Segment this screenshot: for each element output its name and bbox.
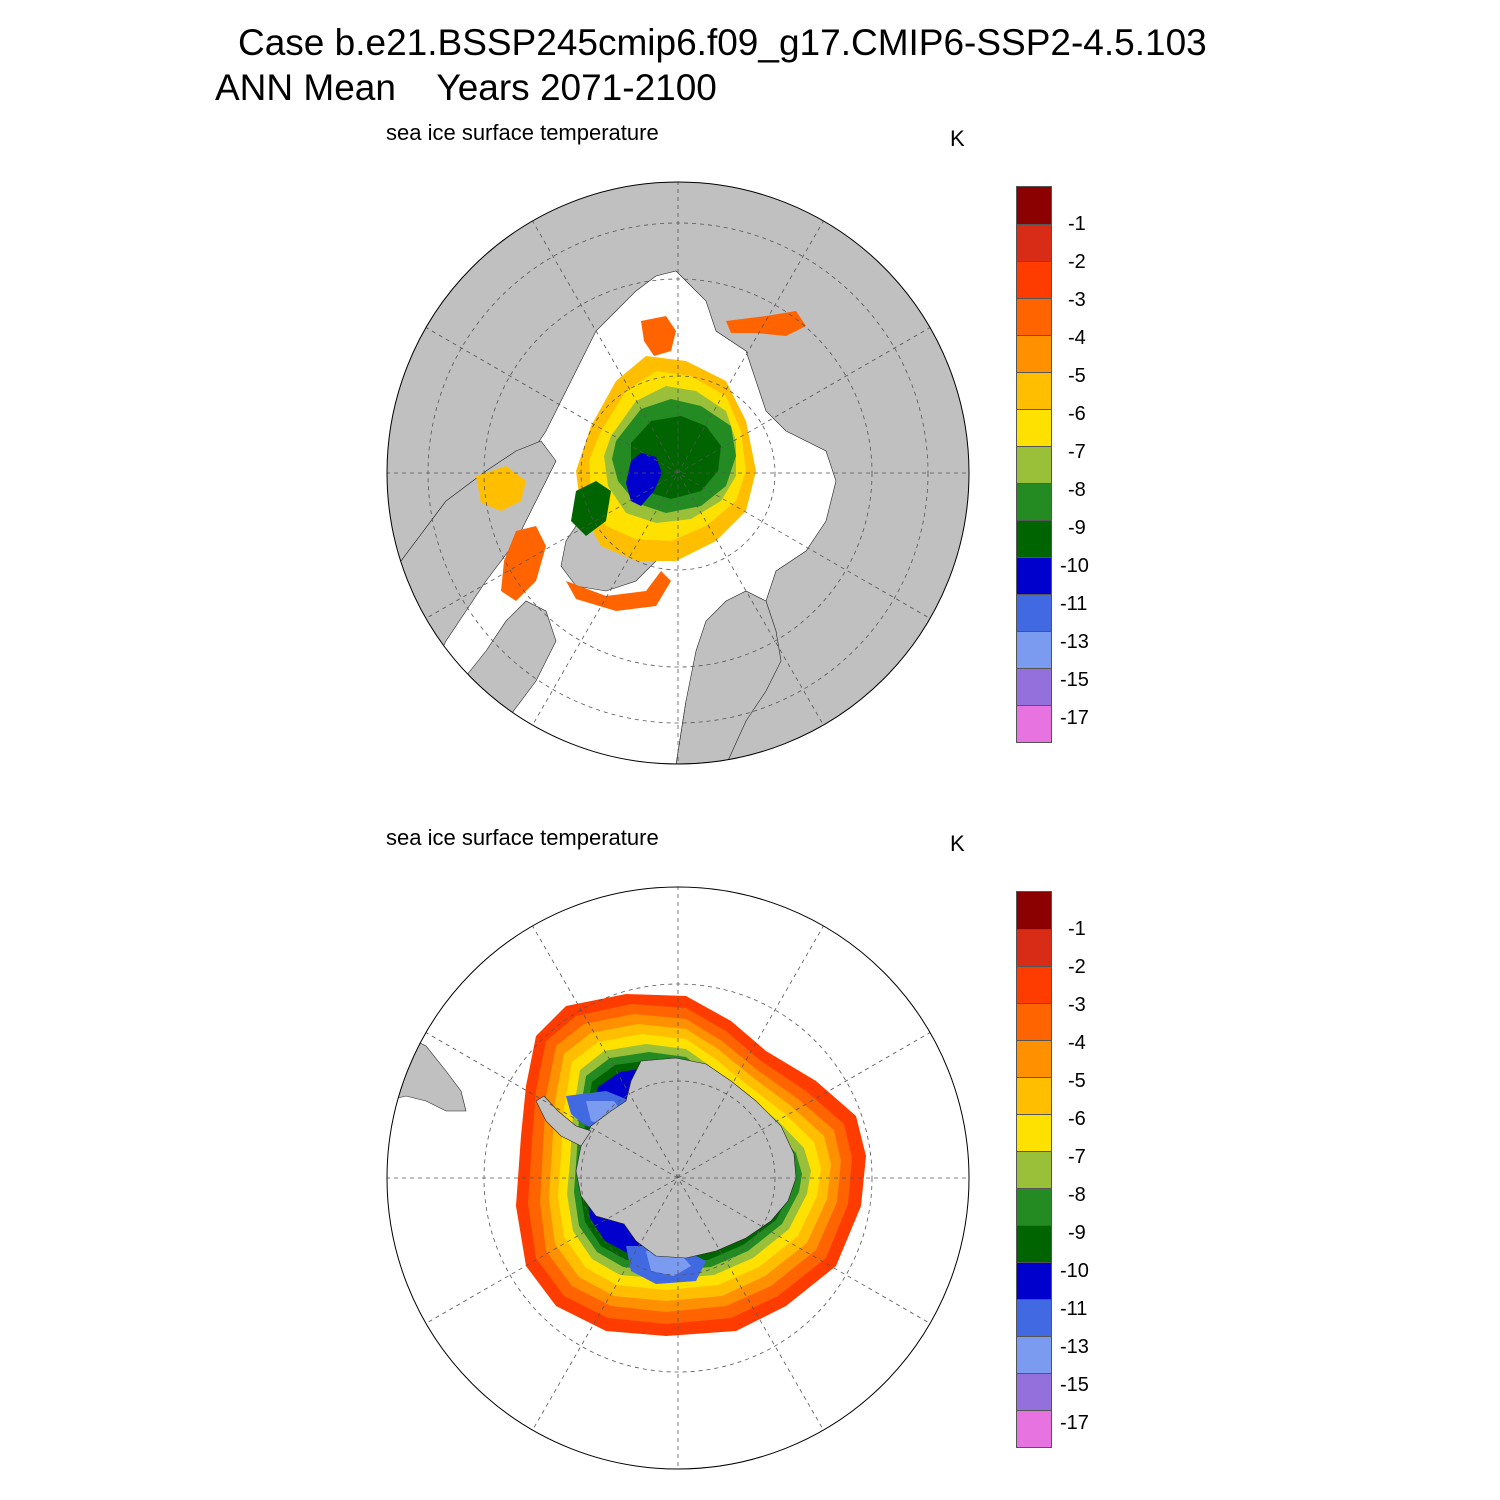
south-subtitle: sea ice surface temperature bbox=[386, 825, 659, 850]
title-ann-mean: ANN Mean bbox=[215, 67, 396, 108]
south-colorbar-label: -2 bbox=[1068, 956, 1086, 978]
south-colorbar-label: -1 bbox=[1068, 918, 1086, 940]
south-colorbar-box bbox=[1016, 1115, 1052, 1152]
north-colorbar-label: -1 bbox=[1068, 213, 1086, 235]
north-colorbar-label: -10 bbox=[1060, 555, 1089, 577]
south-colorbar-label: -3 bbox=[1068, 994, 1086, 1016]
north-panel: sea ice surface temperature K bbox=[0, 0, 1500, 765]
south-colorbar-label: -9 bbox=[1068, 1222, 1086, 1244]
south-panel: sea ice surface temperature K bbox=[0, 705, 1500, 1470]
south-colorbar-box bbox=[1016, 891, 1052, 930]
south-polar-map bbox=[386, 886, 970, 1470]
north-graticule bbox=[387, 182, 969, 764]
north-colorbar-box bbox=[1016, 484, 1052, 521]
north-colorbar-box bbox=[1016, 186, 1052, 225]
south-colorbar-label: -7 bbox=[1068, 1146, 1086, 1168]
south-colorbar-label: -13 bbox=[1060, 1336, 1089, 1358]
north-ice-hudson bbox=[476, 466, 526, 511]
south-graticule bbox=[387, 887, 969, 1469]
north-colorbar-label: -8 bbox=[1068, 479, 1086, 501]
north-colorbar-box bbox=[1016, 669, 1052, 706]
north-colorbar-label: -11 bbox=[1060, 593, 1088, 615]
north-colorbar-box bbox=[1016, 521, 1052, 558]
north-colorbar-label: -3 bbox=[1068, 289, 1086, 311]
north-colorbar-label: -6 bbox=[1068, 403, 1086, 425]
south-colorbar-labels: -1 -2 -3 -4 -5 -6 -7 -8 -9 -10 -11 -13 -15 -17 bbox=[1060, 891, 1120, 1465]
south-colorbar-box bbox=[1016, 967, 1052, 1004]
south-colorbar-label: -5 bbox=[1068, 1070, 1086, 1092]
north-ice-barents-edge bbox=[566, 571, 671, 611]
south-land-antarctica bbox=[575, 1057, 797, 1259]
south-colorbar-label: -11 bbox=[1060, 1298, 1088, 1320]
south-map-border bbox=[386, 886, 970, 1470]
north-ice-bering bbox=[726, 311, 806, 336]
north-colorbar-label: -7 bbox=[1068, 441, 1086, 463]
south-colorbar-box bbox=[1016, 1411, 1052, 1448]
north-colorbar-box bbox=[1016, 447, 1052, 484]
north-colorbar-label: -4 bbox=[1068, 327, 1086, 349]
north-colorbar-box bbox=[1016, 410, 1052, 447]
north-colorbar-box bbox=[1016, 558, 1052, 595]
north-polar-map bbox=[386, 181, 970, 765]
south-colorbar-box bbox=[1016, 1078, 1052, 1115]
south-colorbar-box bbox=[1016, 1152, 1052, 1189]
south-colorbar-label: -6 bbox=[1068, 1108, 1086, 1130]
north-ice-blue bbox=[626, 453, 662, 506]
south-colorbar-box bbox=[1016, 1041, 1052, 1078]
south-land-peninsula bbox=[535, 1095, 592, 1147]
south-colorbar-label: -4 bbox=[1068, 1032, 1086, 1054]
north-colorbar-box bbox=[1016, 262, 1052, 299]
south-colorbar-box bbox=[1016, 1337, 1052, 1374]
south-colorbar-box bbox=[1016, 1004, 1052, 1041]
north-colorbar-label: -2 bbox=[1068, 251, 1086, 273]
title-case: Case b.e21.BSSP245cmip6.f09_g17.CMIP6-SS… bbox=[238, 22, 1207, 63]
north-colorbar-box bbox=[1016, 595, 1052, 632]
north-colorbar-label: -9 bbox=[1068, 517, 1086, 539]
south-colorbar-label: -17 bbox=[1060, 1412, 1089, 1434]
south-colorbar-box bbox=[1016, 930, 1052, 967]
north-map-border bbox=[386, 181, 970, 765]
north-colorbar-label: -17 bbox=[1060, 707, 1089, 729]
north-units: K bbox=[950, 126, 965, 151]
south-colorbar-label: -10 bbox=[1060, 1260, 1089, 1282]
south-colorbar-box bbox=[1016, 1189, 1052, 1226]
north-ice-okhotsk bbox=[641, 316, 676, 356]
title-years: Years 2071-2100 bbox=[436, 67, 717, 108]
north-colorbar-box bbox=[1016, 373, 1052, 410]
south-colorbar-label: -15 bbox=[1060, 1374, 1089, 1396]
north-ice-labrador bbox=[501, 526, 546, 601]
south-units: K bbox=[950, 831, 965, 856]
north-colorbar-box bbox=[1016, 225, 1052, 262]
south-colorbar-label: -8 bbox=[1068, 1184, 1086, 1206]
north-colorbar bbox=[1016, 186, 1052, 743]
north-colorbar-labels: -1 -2 -3 -4 -5 -6 -7 -8 -9 -10 -11 -13 -15 -17 bbox=[1060, 186, 1120, 760]
north-subtitle: sea ice surface temperature bbox=[386, 120, 659, 145]
north-colorbar-box bbox=[1016, 706, 1052, 743]
north-colorbar-box bbox=[1016, 336, 1052, 373]
south-colorbar-box bbox=[1016, 1374, 1052, 1411]
north-colorbar-label: -13 bbox=[1060, 631, 1089, 653]
south-colorbar bbox=[1016, 891, 1052, 1448]
south-colorbar-box bbox=[1016, 1226, 1052, 1263]
north-ice-greenland-edge bbox=[571, 481, 611, 536]
title-ann-row: ANN Mean Years 2071-2100 bbox=[215, 69, 717, 106]
north-colorbar-box bbox=[1016, 632, 1052, 669]
north-colorbar-box bbox=[1016, 299, 1052, 336]
north-colorbar-label: -15 bbox=[1060, 669, 1089, 691]
south-colorbar-box bbox=[1016, 1300, 1052, 1337]
south-colorbar-box bbox=[1016, 1263, 1052, 1300]
north-colorbar-label: -5 bbox=[1068, 365, 1086, 387]
